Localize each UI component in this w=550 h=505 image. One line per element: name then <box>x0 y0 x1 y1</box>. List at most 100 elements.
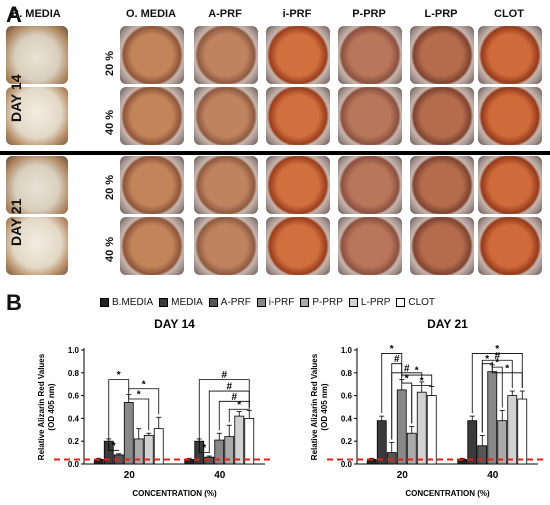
bar <box>497 420 508 465</box>
y-tick-label: 0.2 <box>68 437 80 446</box>
x-axis-label: CONCENTRATION (%) <box>405 489 490 498</box>
culture-well-image <box>6 217 68 275</box>
significance-bracket <box>411 383 433 424</box>
legend-label: CLOT <box>408 296 436 308</box>
day14-label: DAY 14 <box>8 74 24 122</box>
bar <box>244 418 255 465</box>
significance-marker: # <box>404 363 410 374</box>
legend-label: MEDIA <box>171 296 203 308</box>
culture-well-image <box>338 87 402 145</box>
legend-label: P-PRP <box>312 296 343 308</box>
y-tick-label: 0.0 <box>68 460 80 469</box>
legend-swatch <box>159 297 169 307</box>
y-tick-label: 0.0 <box>341 460 353 469</box>
culture-well-image <box>266 87 330 145</box>
column-header: B. MEDIA <box>11 8 61 20</box>
bar <box>376 420 387 465</box>
legend-item: A-PRF <box>208 295 251 309</box>
legend-item: CLOT <box>396 295 435 309</box>
culture-well-image <box>6 156 68 214</box>
y-tick-label: 1.0 <box>68 346 80 355</box>
culture-well-image <box>6 26 68 84</box>
culture-well-image <box>338 26 402 84</box>
column-header: L-PRP <box>424 8 458 20</box>
culture-well-image <box>6 87 68 145</box>
column-header: O. MEDIA <box>125 8 177 20</box>
panel-a-letter: A <box>6 2 22 27</box>
bar <box>234 415 245 465</box>
bar <box>517 398 528 465</box>
significance-marker: * <box>390 344 394 355</box>
significance-marker: * <box>415 366 419 377</box>
bar <box>507 395 518 465</box>
significance-marker: # <box>221 370 227 381</box>
culture-well-image <box>120 156 184 214</box>
conc-label-d14-40: 40 % <box>104 109 116 135</box>
significance-marker: * <box>485 354 489 365</box>
culture-well-image <box>478 26 542 84</box>
culture-well-image <box>194 87 258 145</box>
culture-well-image <box>410 217 474 275</box>
significance-marker: # <box>231 392 237 403</box>
bar <box>224 436 235 465</box>
legend-swatch <box>256 297 266 307</box>
significance-bracket <box>491 361 523 389</box>
culture-well-image <box>338 217 402 275</box>
significance-bracket <box>471 353 523 414</box>
legend-item: P-PRP <box>300 295 343 309</box>
significance-bracket <box>208 390 250 454</box>
culture-well-image <box>410 156 474 214</box>
culture-well-image <box>194 26 258 84</box>
legend-swatch <box>208 297 218 307</box>
significance-marker: # <box>394 354 400 365</box>
significance-marker: * <box>495 344 499 355</box>
chart-day14: DAY 14 Relative Alizarin Red Values(OD 40… <box>37 317 273 498</box>
y-tick-label: 0.4 <box>341 414 353 423</box>
significance-marker: # <box>226 382 232 393</box>
significance-marker: * <box>112 441 116 452</box>
y-tick-label: 0.8 <box>68 369 80 378</box>
significance-bracket <box>401 374 433 384</box>
legend-item: B.MEDIA <box>100 295 153 309</box>
significance-bracket <box>108 435 120 451</box>
y-tick-label: 1.0 <box>341 346 353 355</box>
chart-title: DAY 14 <box>154 317 195 331</box>
conc-label-d21-20: 20 % <box>104 174 116 200</box>
culture-well-image <box>194 156 258 214</box>
significance-marker: * <box>237 400 241 411</box>
significance-marker: * <box>117 370 121 381</box>
significance-bracket <box>391 372 423 440</box>
column-header: i-PRF <box>282 8 312 20</box>
culture-well-image <box>478 217 542 275</box>
legend-label: L-PRP <box>360 296 391 308</box>
culture-well-image <box>478 87 542 145</box>
culture-well-image <box>338 156 402 214</box>
bar <box>386 452 397 465</box>
column-header: CLOT <box>494 8 524 20</box>
significance-marker: # <box>494 351 500 362</box>
y-tick-label: 0.2 <box>341 437 353 446</box>
legend-item: L-PRP <box>348 295 391 309</box>
culture-well-image <box>120 217 184 275</box>
day-divider <box>0 151 550 155</box>
significance-bracket <box>228 407 250 423</box>
y-axis-label: Relative Alizarin Red Values(OD 405 nm) <box>37 353 56 460</box>
x-axis-label: CONCENTRATION (%) <box>132 489 217 498</box>
bar <box>477 445 488 465</box>
x-tick-label: 20 <box>397 470 409 481</box>
significance-marker: * <box>137 390 141 401</box>
x-tick-label: 40 <box>214 470 226 481</box>
column-header: P-PRP <box>352 8 386 20</box>
significance-bracket <box>218 400 250 431</box>
legend-label: A-PRF <box>220 296 251 308</box>
legend-label: B.MEDIA <box>112 296 154 308</box>
significance-marker: * <box>495 358 499 369</box>
culture-well-image <box>478 156 542 214</box>
y-tick-label: 0.8 <box>341 369 353 378</box>
chart-day21: DAY 21 Relative Alizarin Red Values(OD 40… <box>310 317 546 498</box>
culture-well-image <box>410 26 474 84</box>
bar <box>204 456 215 465</box>
panel-b-letter: B <box>6 290 22 315</box>
legend-item: MEDIA <box>159 295 203 309</box>
culture-well-image <box>410 87 474 145</box>
